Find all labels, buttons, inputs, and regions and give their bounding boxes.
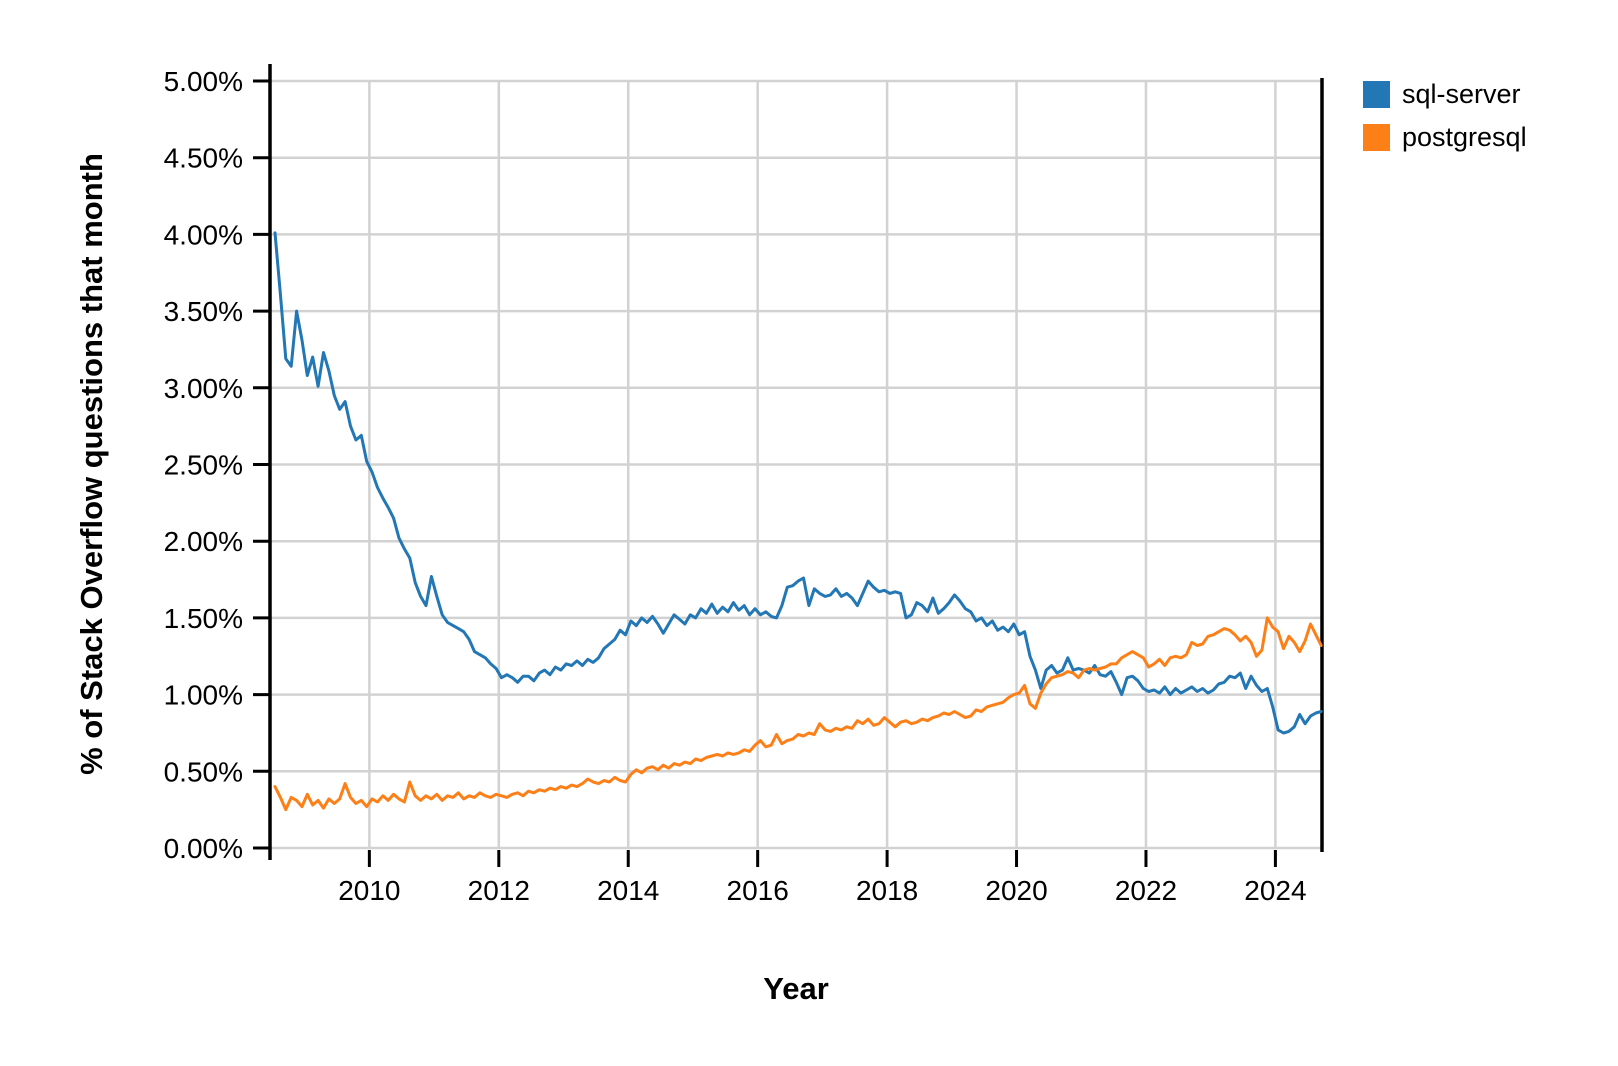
gridlines [271, 79, 1322, 850]
series-line-sql-server [273, 231, 1323, 735]
y-tick-label: 3.00% [164, 373, 243, 404]
y-tick-label: 2.00% [164, 526, 243, 557]
y-tick-label: 4.50% [164, 143, 243, 174]
postgresql-swatch-icon [1363, 124, 1390, 151]
x-tick-label: 2016 [727, 875, 789, 906]
legend: sql-server postgresql [1363, 79, 1527, 153]
tick-marks [253, 79, 1277, 867]
y-tick-label: 2.50% [164, 450, 243, 481]
x-tick-label: 2020 [985, 875, 1047, 906]
y-tick-label: 1.00% [164, 680, 243, 711]
y-tick-label: 0.50% [164, 756, 243, 787]
series-line-postgresql [273, 616, 1323, 812]
x-tick-label: 2012 [468, 875, 530, 906]
legend-label-postgresql: postgresql [1402, 122, 1527, 152]
axes [268, 64, 1324, 860]
x-tick-label: 2024 [1244, 875, 1306, 906]
sql-server-swatch-icon [1363, 81, 1390, 108]
y-tick-label: 0.00% [164, 833, 243, 864]
y-tick-label: 4.00% [164, 219, 243, 250]
legend-item-postgresql: postgresql [1363, 122, 1527, 153]
legend-item-sql-server: sql-server [1363, 79, 1527, 110]
x-tick-label: 2014 [597, 875, 659, 906]
x-tick-label: 2010 [338, 875, 400, 906]
y-tick-label: 1.50% [164, 603, 243, 634]
x-axis-title: Year [763, 971, 829, 1006]
legend-label-sql-server: sql-server [1402, 79, 1521, 109]
y-tick-label: 3.50% [164, 296, 243, 327]
x-tick-label: 2018 [856, 875, 918, 906]
y-tick-label: 5.00% [164, 66, 243, 97]
tick-labels: 0.00% 0.50% 1.00% 1.50% 2.00% 2.50% 3.00% 3.50%… [164, 66, 1307, 906]
x-tick-label: 2022 [1115, 875, 1177, 906]
y-axis-title: % of Stack Overflow questions that month [74, 153, 109, 775]
